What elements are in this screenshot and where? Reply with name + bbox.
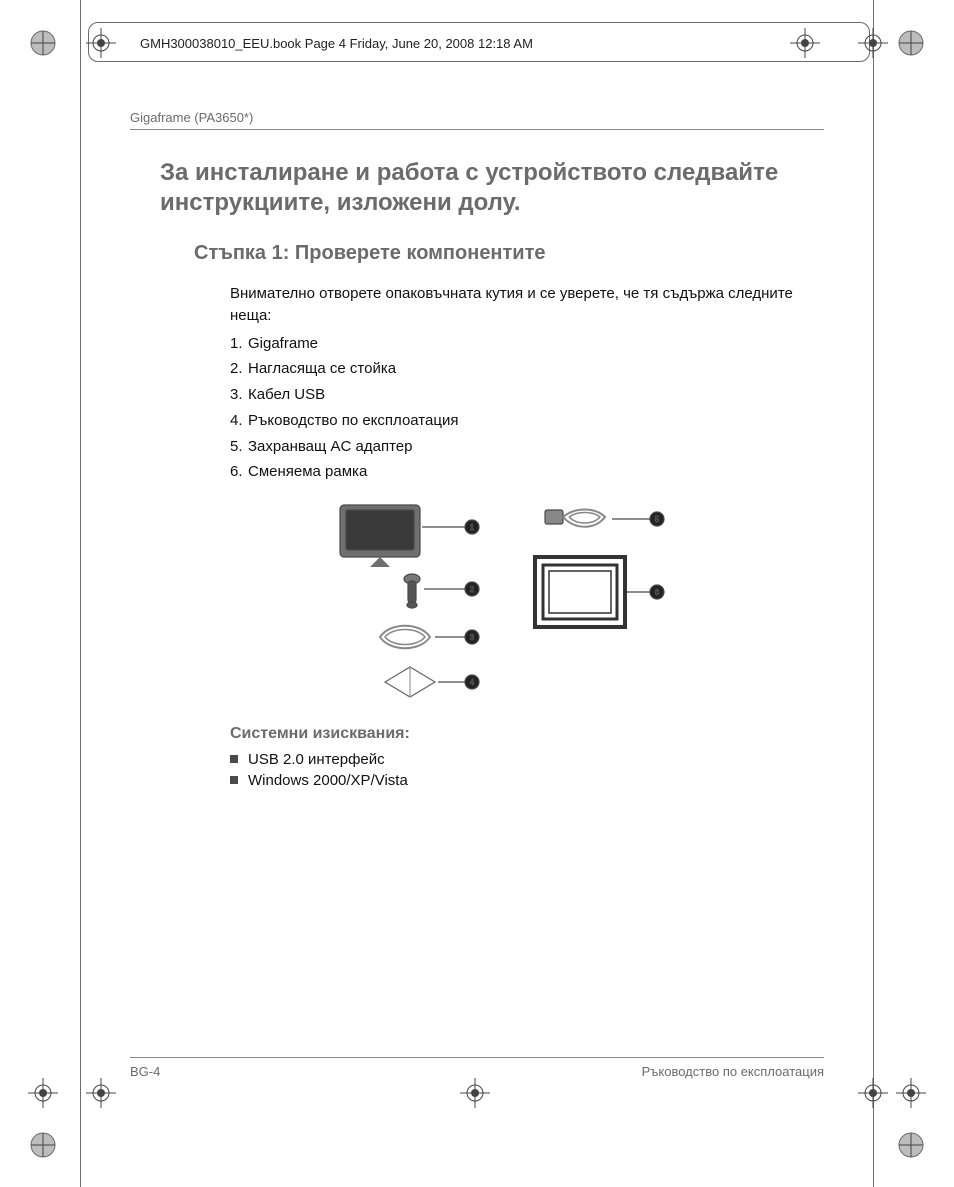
list-item-label: Сменяема рамка — [248, 463, 367, 480]
list-item-label: Gigaframe — [248, 335, 318, 352]
crosshair-bottom-right-line — [858, 1078, 888, 1108]
list-item: 6.Сменяема рамка — [230, 461, 824, 483]
footer-doc: Ръководство по експлоатация — [642, 1064, 824, 1079]
crosshair-bottom-left-line — [86, 1078, 116, 1108]
crosshair-left-mid — [28, 1078, 58, 1108]
sysreq-title: Системни изисквания: — [230, 725, 824, 743]
list-item-label: Windows 2000/XP/Vista — [248, 772, 408, 789]
diagram-item-frame — [340, 505, 420, 567]
product-header: Gigaframe (PA3650*) — [130, 110, 824, 130]
list-item: USB 2.0 интерфейс — [230, 751, 824, 768]
callout-5: 5 — [655, 515, 660, 524]
diagram-item-adapter — [545, 510, 605, 527]
reg-mark-tr — [896, 28, 926, 58]
reg-mark-bl — [28, 1130, 58, 1160]
crop-line-right — [873, 0, 874, 1187]
crosshair-top-right-outer — [858, 28, 888, 58]
step1-intro: Внимателно отворете опаковъчната кутия и… — [230, 283, 824, 327]
bullet-icon — [230, 755, 238, 763]
diagram-item-spareframe — [535, 557, 625, 627]
components-list: 1.Gigaframe 2.Нагласяща се стойка 3.Кабе… — [230, 333, 824, 484]
list-item: 4.Ръководство по експлоатация — [230, 410, 824, 432]
list-item-label: Нагласяща се стойка — [248, 360, 396, 377]
callout-1: 1 — [470, 523, 475, 532]
page: GMH300038010_EEU.book Page 4 Friday, Jun… — [0, 0, 954, 1187]
list-item-label: Ръководство по експлоатация — [248, 412, 458, 429]
callout-6: 6 — [655, 588, 660, 597]
list-item: 5.Захранващ AC адаптер — [230, 436, 824, 458]
list-item: 3.Кабел USB — [230, 384, 824, 406]
content: Gigaframe (PA3650*) За инсталиране и раб… — [130, 110, 824, 793]
header-meta: GMH300038010_EEU.book Page 4 Friday, Jun… — [140, 36, 533, 51]
footer-page: BG-4 — [130, 1064, 160, 1079]
diagram-item-cable — [380, 626, 430, 649]
diagram-item-stand — [404, 574, 420, 608]
list-item: 2.Нагласяща се стойка — [230, 358, 824, 380]
crosshair-top-right-inner — [790, 28, 820, 58]
crop-line-left — [80, 0, 81, 1187]
reg-mark-br — [896, 1130, 926, 1160]
sysreq-list: USB 2.0 интерфейс Windows 2000/XP/Vista — [230, 751, 824, 789]
reg-mark-tl — [28, 28, 58, 58]
crosshair-top-left — [86, 28, 116, 58]
list-item-label: Кабел USB — [248, 386, 325, 403]
callout-2: 2 — [470, 585, 475, 594]
components-diagram: 1 2 — [330, 497, 690, 707]
list-item: 1.Gigaframe — [230, 333, 824, 355]
list-item-label: Захранващ AC адаптер — [248, 438, 412, 455]
crosshair-bottom-center — [460, 1078, 490, 1108]
list-item: Windows 2000/XP/Vista — [230, 772, 824, 789]
footer: BG-4 Ръководство по експлоатация — [130, 1057, 824, 1079]
crosshair-right-mid — [896, 1078, 926, 1108]
diagram-item-manual — [385, 667, 435, 697]
page-title: За инсталиране и работа с устройството с… — [160, 158, 824, 218]
callout-3: 3 — [470, 633, 475, 642]
step1-title: Стъпка 1: Проверете компонентите — [194, 242, 824, 265]
callout-4: 4 — [470, 678, 475, 687]
list-item-label: USB 2.0 интерфейс — [248, 751, 385, 768]
bullet-icon — [230, 776, 238, 784]
